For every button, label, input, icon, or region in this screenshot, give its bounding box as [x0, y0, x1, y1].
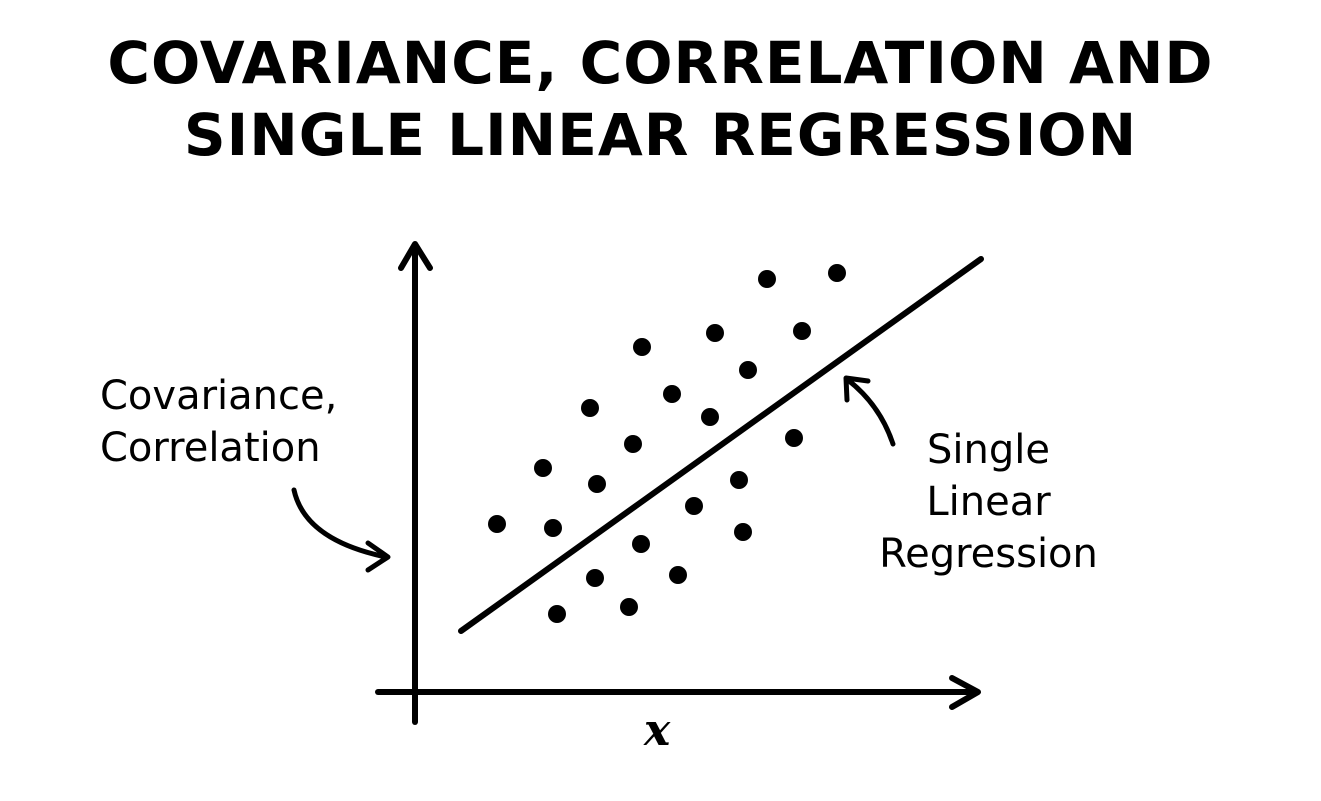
data-point — [758, 270, 776, 288]
data-point — [624, 435, 642, 453]
regression-label-line-2: Linear — [926, 479, 1051, 525]
regression-callout-arrowhead — [843, 375, 871, 403]
single-linear-regression-label: Single Linear Regression — [866, 424, 1111, 580]
data-point — [633, 338, 651, 356]
data-point — [828, 264, 846, 282]
data-point — [663, 385, 681, 403]
data-point — [793, 322, 811, 340]
data-point — [632, 535, 650, 553]
axes — [375, 241, 981, 725]
x-axis-arrowhead — [949, 675, 981, 710]
regression-line — [458, 256, 984, 634]
data-point — [706, 324, 724, 342]
data-point — [586, 569, 604, 587]
covariance-label-line-1: Covariance, — [100, 373, 338, 419]
regression-label-line-1: Single — [927, 427, 1050, 473]
diagram-title-line-2: SINGLE LINEAR REGRESSION — [183, 101, 1138, 169]
y-axis-arrowhead — [398, 241, 433, 271]
data-point — [734, 523, 752, 541]
covariance-callout-arrowhead — [365, 540, 391, 573]
data-point — [685, 497, 703, 515]
data-point — [620, 598, 638, 616]
data-point — [581, 399, 599, 417]
data-point — [548, 605, 566, 623]
covariance-correlation-label: Covariance, Correlation — [100, 370, 337, 474]
regression-callout-arrow — [845, 377, 896, 447]
data-point — [730, 471, 748, 489]
regression-label-line-3: Regression — [879, 531, 1098, 577]
data-point — [701, 408, 719, 426]
scatter-points — [488, 264, 846, 623]
data-point — [534, 459, 552, 477]
data-point — [544, 519, 562, 537]
covariance-label-line-2: Correlation — [100, 425, 321, 471]
diagram-title-line-1: COVARIANCE, CORRELATION AND — [107, 29, 1214, 97]
data-point — [488, 515, 506, 533]
x-axis-label: x — [644, 705, 671, 756]
data-point — [739, 361, 757, 379]
data-point — [588, 475, 606, 493]
data-point — [669, 566, 687, 584]
data-point — [785, 429, 803, 447]
covariance-callout-arrow — [291, 487, 389, 560]
